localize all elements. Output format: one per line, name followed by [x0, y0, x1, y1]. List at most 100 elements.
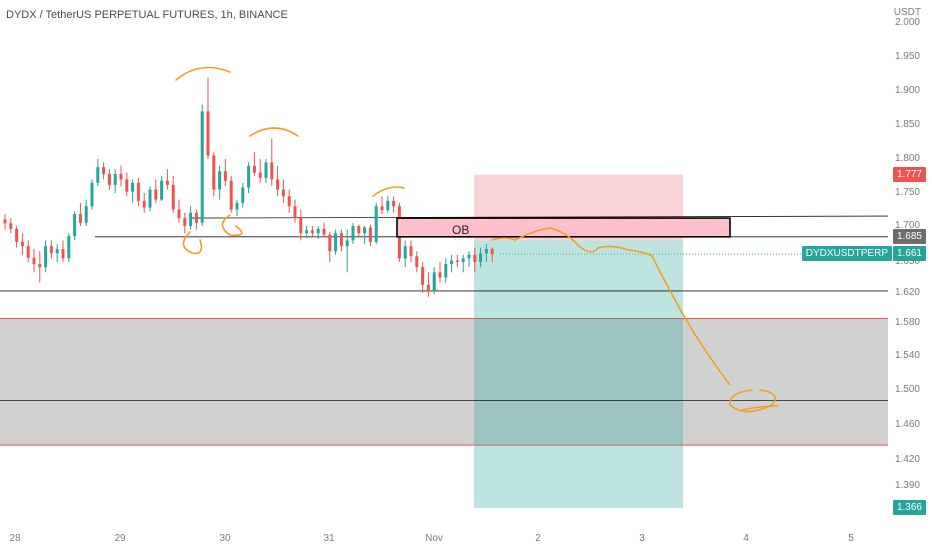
candle-body	[247, 165, 251, 188]
candle-body	[432, 272, 436, 291]
candle-body	[26, 246, 30, 258]
time-tick-label: 3	[639, 533, 645, 544]
price-tick-label: 1.800	[894, 153, 920, 164]
price-tick-label: 2.000	[894, 17, 920, 28]
candle-body	[305, 230, 309, 234]
candle-body	[20, 241, 24, 247]
candle-body	[252, 165, 256, 173]
candle-body	[270, 162, 274, 180]
candle-body	[223, 171, 227, 181]
candle-body	[455, 260, 459, 262]
candle-body	[461, 258, 465, 262]
price-badge: 1.366	[892, 500, 926, 515]
candle-body	[102, 167, 106, 174]
candle-body	[444, 264, 448, 278]
time-tick-label: 28	[9, 533, 21, 544]
candle-body	[351, 226, 355, 241]
candle-body	[107, 173, 111, 185]
candle-body	[131, 182, 135, 192]
candle-body	[357, 226, 361, 234]
candle-body	[90, 182, 94, 207]
price-tick-label: 1.750	[894, 187, 920, 198]
candle-body	[479, 253, 483, 262]
mid-circle	[221, 214, 243, 237]
candle-body	[421, 267, 425, 285]
candle-body	[363, 227, 367, 234]
candle-body	[49, 246, 53, 254]
projection-path	[491, 227, 731, 386]
candle-body	[229, 180, 233, 210]
candle-body	[177, 209, 181, 219]
candle-body	[334, 233, 338, 252]
price-tick-label: 1.700	[894, 220, 920, 231]
candle-body	[67, 236, 71, 259]
candle-body	[310, 230, 314, 234]
time-tick-label: 29	[114, 533, 126, 544]
candle-body	[15, 228, 19, 242]
candle-body	[171, 184, 175, 210]
candle-body	[38, 264, 42, 268]
candle-body	[119, 173, 123, 180]
price-tick-label: 1.900	[894, 85, 920, 96]
candle-body	[368, 227, 372, 242]
candle-body	[380, 206, 384, 211]
price-tick-label: 1.650	[894, 256, 920, 267]
candle-body	[189, 212, 193, 226]
price-tick-label: 1.950	[894, 51, 920, 62]
candle-body	[276, 179, 280, 190]
candle-body	[183, 218, 187, 226]
demand-zone	[0, 318, 888, 446]
candle-body	[264, 162, 268, 179]
price-tick-label: 1.500	[894, 384, 920, 395]
time-tick-label: 30	[219, 533, 231, 544]
candle-body	[96, 167, 100, 183]
right-shoulder-arc	[249, 127, 299, 137]
order-block-label: OB	[452, 223, 469, 237]
target-underline	[741, 405, 779, 411]
price-badge: DYDXUSDTPERP	[801, 246, 892, 262]
candle-body	[113, 173, 117, 185]
candle-body	[409, 246, 413, 257]
resistance-line	[189, 215, 889, 219]
candle-body	[345, 240, 349, 247]
candle-body	[84, 206, 88, 223]
order-block-box	[396, 217, 731, 238]
candle-body	[212, 155, 216, 190]
candle-body	[194, 212, 198, 223]
candle-body	[438, 272, 442, 278]
price-tick-label: 1.540	[894, 350, 920, 361]
candle-body	[200, 111, 204, 223]
small-top-arc	[372, 186, 405, 197]
candle-body	[467, 254, 471, 259]
take-profit-zone	[474, 240, 683, 508]
candle-body	[73, 214, 77, 237]
target-circle	[729, 389, 776, 413]
candle-body	[339, 233, 343, 247]
candle-body	[206, 111, 210, 156]
price-tick-label: 1.850	[894, 119, 920, 130]
candle-body	[299, 218, 303, 234]
candle-body	[403, 246, 407, 259]
price-tick-label: 1.580	[894, 317, 920, 328]
candle-body	[392, 200, 396, 207]
candle-body	[281, 189, 285, 197]
candle-body	[316, 228, 320, 234]
price-tick-label: 1.460	[894, 419, 920, 430]
price-badge: 1.777	[892, 166, 926, 182]
time-tick-label: 4	[743, 533, 749, 544]
candle-body	[55, 249, 59, 254]
candle-body	[450, 260, 454, 265]
candle-body	[415, 256, 419, 268]
left-circle	[182, 231, 203, 255]
candle-body	[154, 189, 158, 200]
candle-body	[322, 228, 326, 235]
candle-body	[61, 249, 65, 259]
candle-body	[218, 171, 222, 190]
candle-body	[165, 180, 169, 185]
candle-body	[287, 196, 291, 207]
candle-body	[241, 187, 245, 203]
candle-body	[125, 179, 129, 192]
candle-body	[473, 254, 477, 262]
candle-body	[32, 257, 36, 265]
